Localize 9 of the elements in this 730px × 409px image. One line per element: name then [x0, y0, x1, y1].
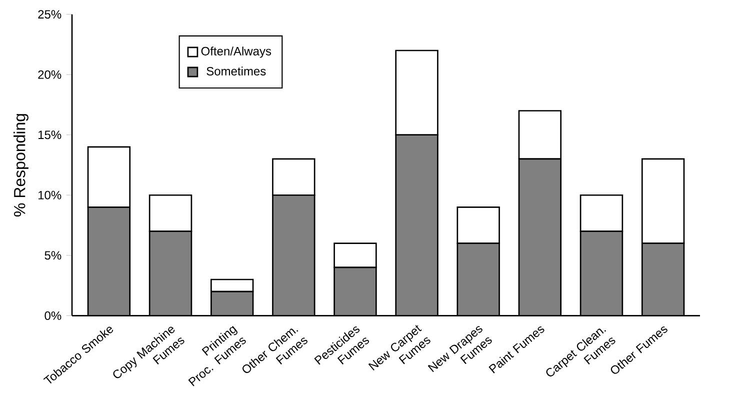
- y-axis-title: % Responding: [14, 114, 28, 216]
- y-tick-label: 10%: [38, 190, 62, 200]
- y-tick-label: 25%: [38, 10, 62, 19]
- y-tick-label: 20%: [38, 70, 62, 79]
- y-tick-label: 5%: [44, 251, 62, 260]
- legend-label: Often/Always: [201, 46, 272, 58]
- y-tick-label: 15%: [38, 130, 62, 140]
- legend-label: Sometimes: [206, 66, 266, 76]
- y-tick-label: 0%: [44, 311, 62, 320]
